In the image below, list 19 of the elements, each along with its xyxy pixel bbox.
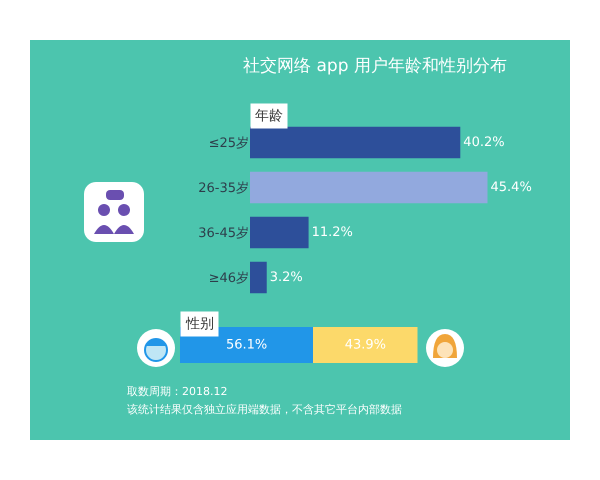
- text: 该统计结果仅含独立应用端数据，不含其它平台内部数据: [127, 403, 402, 416]
- y-tick-label: 26-35岁: [198, 181, 249, 196]
- y-axis-title: 年龄: [255, 108, 283, 124]
- data-label: 56.1%: [226, 338, 268, 352]
- bar: [250, 126, 460, 158]
- y-axis-title: 性别: [185, 316, 214, 332]
- data-label: 45.4%: [490, 180, 532, 195]
- text: 取数周期：2018.12: [127, 385, 228, 398]
- bar: [250, 216, 309, 248]
- data-label: 43.9%: [344, 338, 386, 352]
- y-tick-label: 36-45岁: [198, 226, 249, 242]
- data-label: 40.2%: [463, 135, 505, 150]
- data-label: 3.2%: [270, 270, 303, 285]
- bar: [250, 262, 267, 294]
- y-tick-label: ≤25岁: [208, 136, 249, 152]
- data-label: 11.2%: [312, 225, 353, 240]
- y-tick-label: ≥46岁: [208, 271, 249, 286]
- chart-title: 社交网络 app 用户年龄和性别分布: [243, 56, 507, 76]
- bar: [250, 172, 488, 204]
